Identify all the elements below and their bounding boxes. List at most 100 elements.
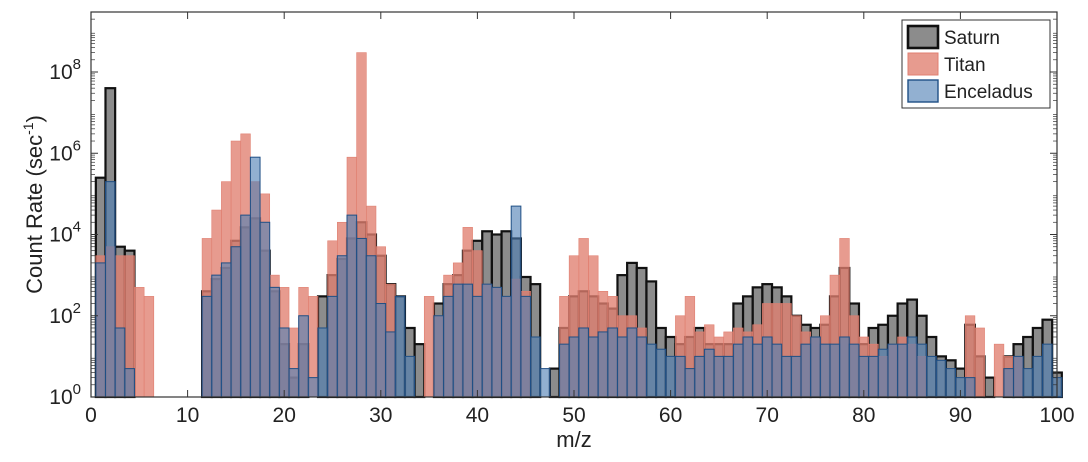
enceladus-bar — [230, 246, 242, 398]
enceladus-bar — [819, 343, 831, 398]
y-axis-title-base: Count Rate (sec — [22, 135, 47, 294]
enceladus-bar — [201, 295, 213, 398]
enceladus-bar — [636, 336, 647, 398]
enceladus-bar — [684, 368, 696, 398]
titan-bar — [993, 343, 1005, 398]
enceladus-bar — [868, 355, 879, 398]
enceladus-bar — [462, 283, 474, 398]
enceladus-bar — [530, 336, 541, 398]
legend-swatch — [906, 24, 940, 50]
enceladus-bar — [501, 295, 512, 398]
enceladus-bar — [452, 283, 464, 398]
enceladus-bar — [1003, 368, 1015, 398]
enceladus-bar — [771, 343, 783, 398]
enceladus-bar — [597, 331, 609, 398]
x-tick-label: 100 — [1039, 404, 1074, 427]
legend-label: Titan — [944, 55, 986, 76]
enceladus-bar — [1032, 355, 1044, 398]
saturn-bar — [548, 367, 561, 399]
enceladus-bar — [327, 295, 338, 398]
y-tick-label: 100 — [49, 381, 81, 409]
legend-item-titan: Titan — [907, 52, 986, 76]
enceladus-bar — [1022, 368, 1034, 398]
y-tick-base: 10 — [49, 61, 72, 84]
enceladus-bar — [587, 336, 599, 398]
enceladus-bar — [104, 181, 116, 398]
y-tick-label: 104 — [49, 219, 81, 247]
enceladus-bar — [964, 377, 976, 398]
y-axis-title: Count Rate (sec-1) — [20, 115, 47, 294]
enceladus-bar — [926, 355, 937, 398]
enceladus-bar — [317, 327, 329, 398]
enceladus-bar — [713, 355, 725, 398]
enceladus-bar — [259, 221, 271, 398]
enceladus-bar — [240, 214, 251, 398]
enceladus-bar — [703, 348, 715, 398]
titan-bar — [423, 296, 435, 398]
enceladus-bar — [645, 343, 657, 398]
enceladus-bar — [404, 355, 416, 398]
enceladus-bar — [356, 237, 367, 398]
enceladus-bar — [1042, 343, 1053, 398]
enceladus-bar — [742, 336, 754, 398]
legend-swatch — [907, 79, 939, 103]
legend-item-enceladus: Enceladus — [907, 79, 1033, 103]
enceladus-bar — [906, 336, 918, 398]
enceladus-bar — [694, 355, 705, 398]
x-tick-label: 50 — [562, 404, 585, 427]
enceladus-bar — [790, 355, 802, 398]
y-tick-label: 108 — [49, 56, 81, 84]
titan-bar — [143, 296, 155, 398]
enceladus-bar — [781, 355, 792, 398]
y-axis-title-close: ) — [22, 115, 47, 122]
enceladus-bar — [269, 286, 280, 398]
enceladus-bar — [732, 343, 744, 398]
enceladus-bar — [839, 336, 850, 398]
enceladus-bar — [674, 355, 686, 398]
x-tick-label: 30 — [369, 404, 392, 427]
legend-label: Enceladus — [944, 82, 1033, 103]
enceladus-bar — [211, 274, 222, 398]
enceladus-bar — [887, 343, 899, 398]
enceladus-bar — [288, 368, 300, 398]
enceladus-bar — [365, 255, 377, 398]
enceladus-bar — [510, 205, 522, 398]
y-tick-base: 10 — [49, 224, 72, 247]
enceladus-bar — [336, 255, 348, 398]
x-tick-label: 10 — [176, 404, 199, 427]
x-tick-label: 40 — [466, 404, 489, 427]
enceladus-bar — [95, 262, 106, 398]
enceladus-bar — [307, 377, 319, 398]
enceladus-bar — [848, 343, 860, 398]
enceladus-bar — [385, 331, 396, 398]
x-tick-label: 70 — [756, 404, 779, 427]
enceladus-bar — [616, 336, 628, 398]
enceladus-bar — [443, 295, 454, 398]
x-tick-label: 60 — [659, 404, 682, 427]
y-tick-exponent: 0 — [73, 381, 81, 398]
enceladus-bar — [114, 327, 126, 398]
enceladus-bar — [655, 348, 667, 398]
enceladus-bar — [481, 283, 493, 398]
titan-bar — [974, 327, 985, 398]
enceladus-bar — [607, 327, 618, 398]
enceladus-bar — [752, 343, 763, 398]
enceladus-bar — [829, 343, 841, 398]
saturn-bar — [413, 343, 426, 399]
enceladus-bar — [810, 336, 821, 398]
enceladus-bar — [578, 327, 589, 398]
enceladus-bar — [626, 327, 638, 398]
enceladus-bar — [877, 348, 889, 398]
legend-label: Saturn — [944, 28, 1000, 49]
enceladus-bar — [1013, 355, 1024, 398]
enceladus-bar — [124, 368, 135, 398]
enceladus-bar — [298, 315, 309, 398]
enceladus-bar — [761, 336, 773, 398]
enceladus-bar — [249, 156, 261, 398]
y-tick-base: 10 — [49, 142, 72, 165]
y-tick-exponent: 2 — [73, 300, 81, 317]
x-tick-label: 90 — [949, 404, 972, 427]
